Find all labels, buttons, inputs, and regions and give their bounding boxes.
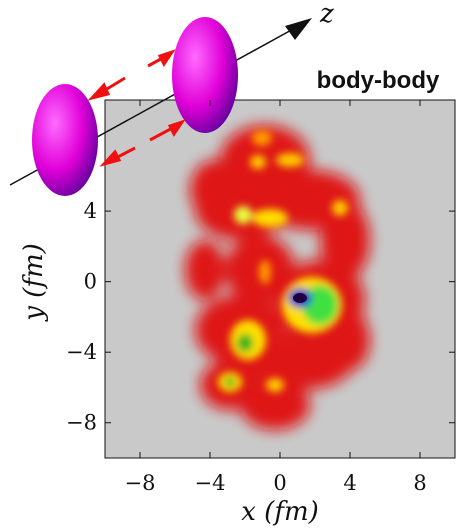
x-tick-label: 8: [413, 471, 426, 495]
figure: z body-body x (fm) y (fm) −8 −4 0 4 8 −8 −4 0 4: [0, 0, 469, 532]
x-axis-label: x (fm): [241, 497, 319, 527]
x-tick-label: −8: [125, 471, 156, 495]
axis-symbol: z: [319, 0, 334, 29]
y-tick-label: 0: [84, 270, 97, 294]
y-tick-label: −4: [66, 340, 97, 364]
x-tick-label: −4: [195, 471, 226, 495]
chart-title: body-body: [317, 67, 440, 94]
x-tick-label: 4: [343, 471, 356, 495]
y-axis-label: y (fm): [19, 243, 49, 322]
y-tick-label: 4: [84, 199, 97, 223]
x-tick-label: 0: [273, 471, 286, 495]
y-tick-label: −8: [66, 411, 97, 435]
